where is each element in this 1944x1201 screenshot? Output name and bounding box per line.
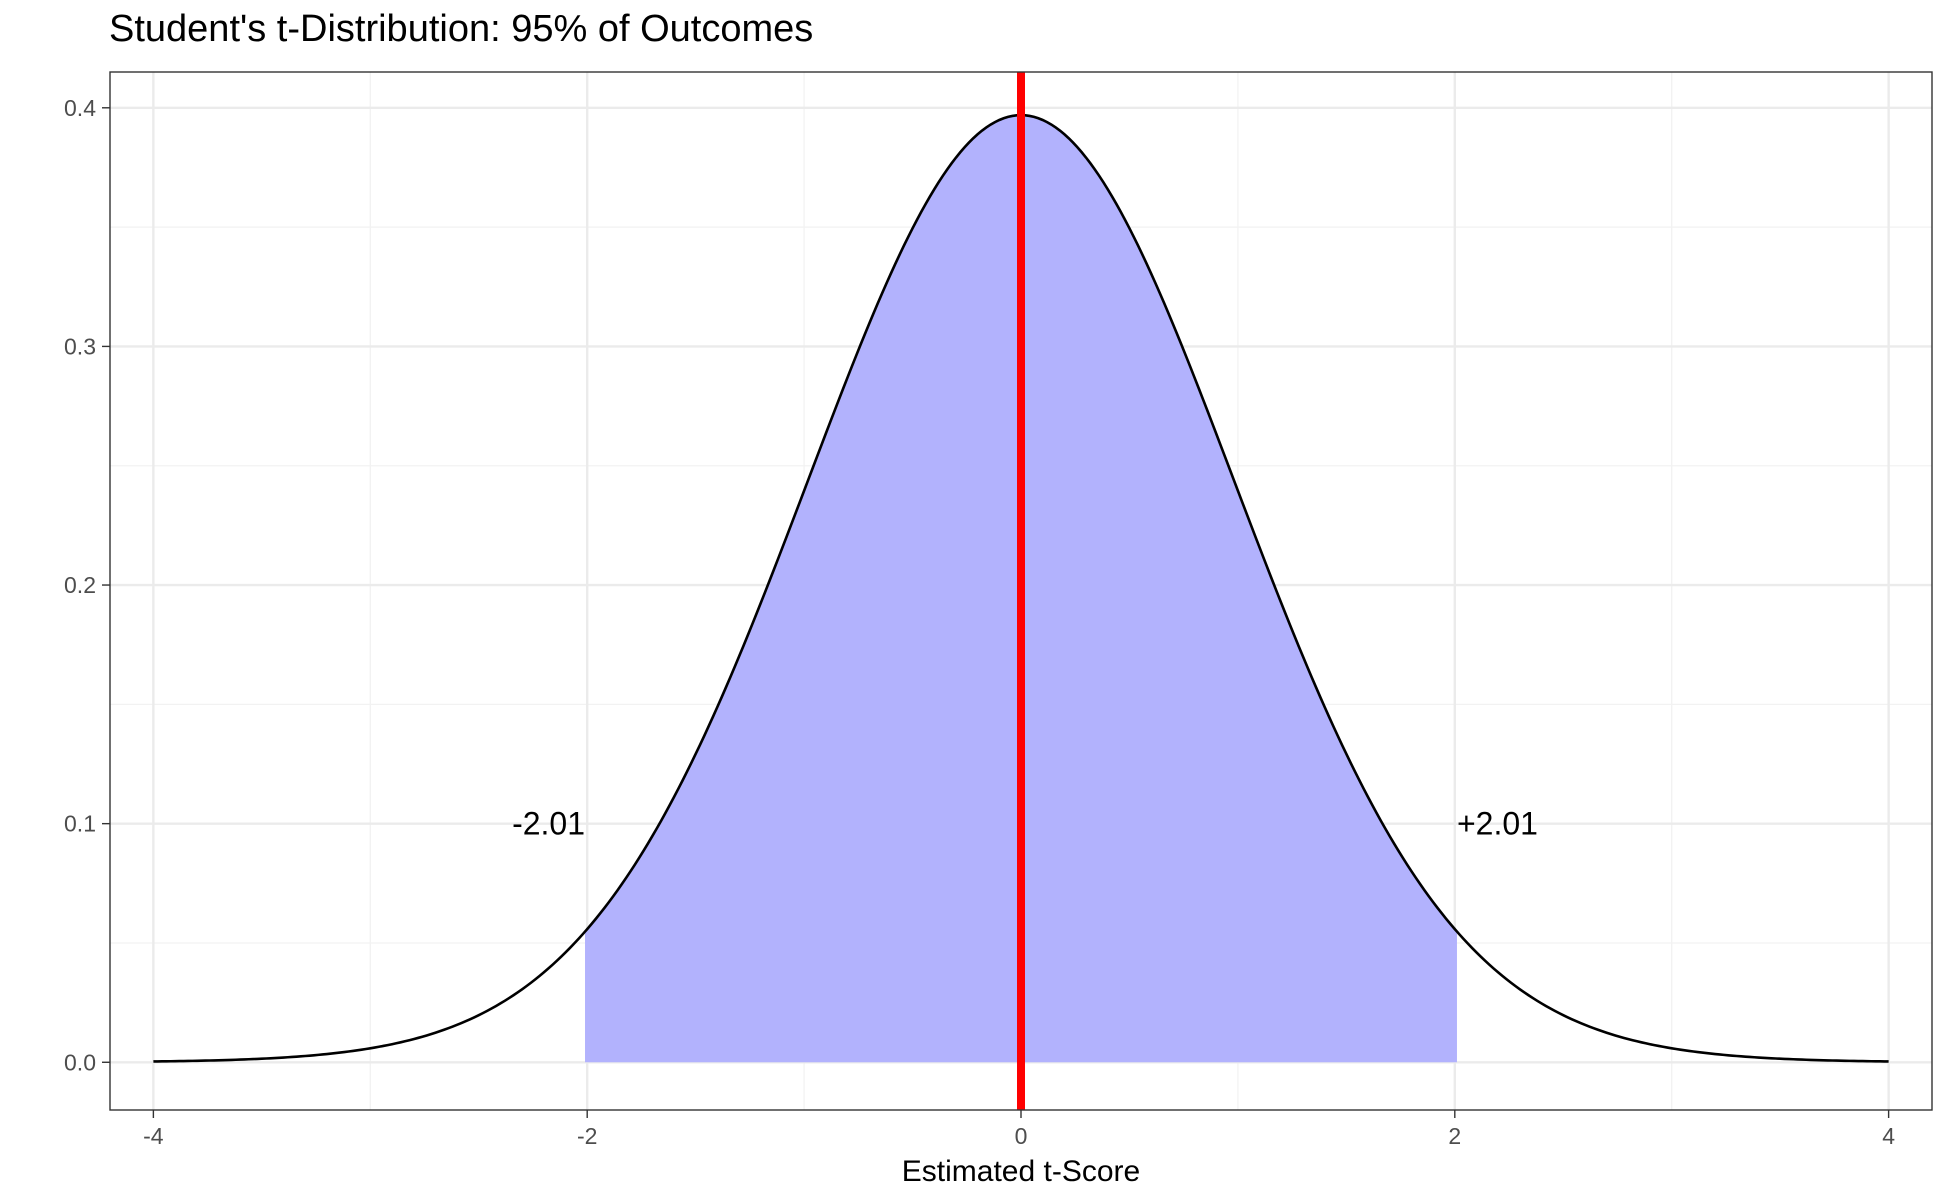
x-tick-label: 2 [1448,1123,1461,1149]
y-tick-label: 0.4 [64,95,96,121]
y-tick-label: 0.0 [64,1049,96,1075]
annotations: -2.01 +2.01 [512,806,1538,842]
x-tick-label: 4 [1882,1123,1895,1149]
x-axis-title: Estimated t-Score [902,1155,1140,1188]
y-tick-label: 0.2 [64,572,96,598]
x-tick-label: -4 [143,1123,164,1149]
x-axis: -4 -2 0 2 4 [143,1110,1895,1149]
y-tick-label: 0.1 [64,811,96,837]
chart-title: Student's t-Distribution: 95% of Outcome… [109,8,814,50]
x-tick-label: 0 [1015,1123,1028,1149]
y-axis: 0.0 0.1 0.2 0.3 0.4 [64,95,110,1075]
x-tick-label: -2 [577,1123,597,1149]
y-tick-label: 0.3 [64,333,96,359]
annotation-label: +2.01 [1457,806,1538,842]
annotation-label: -2.01 [512,806,585,842]
